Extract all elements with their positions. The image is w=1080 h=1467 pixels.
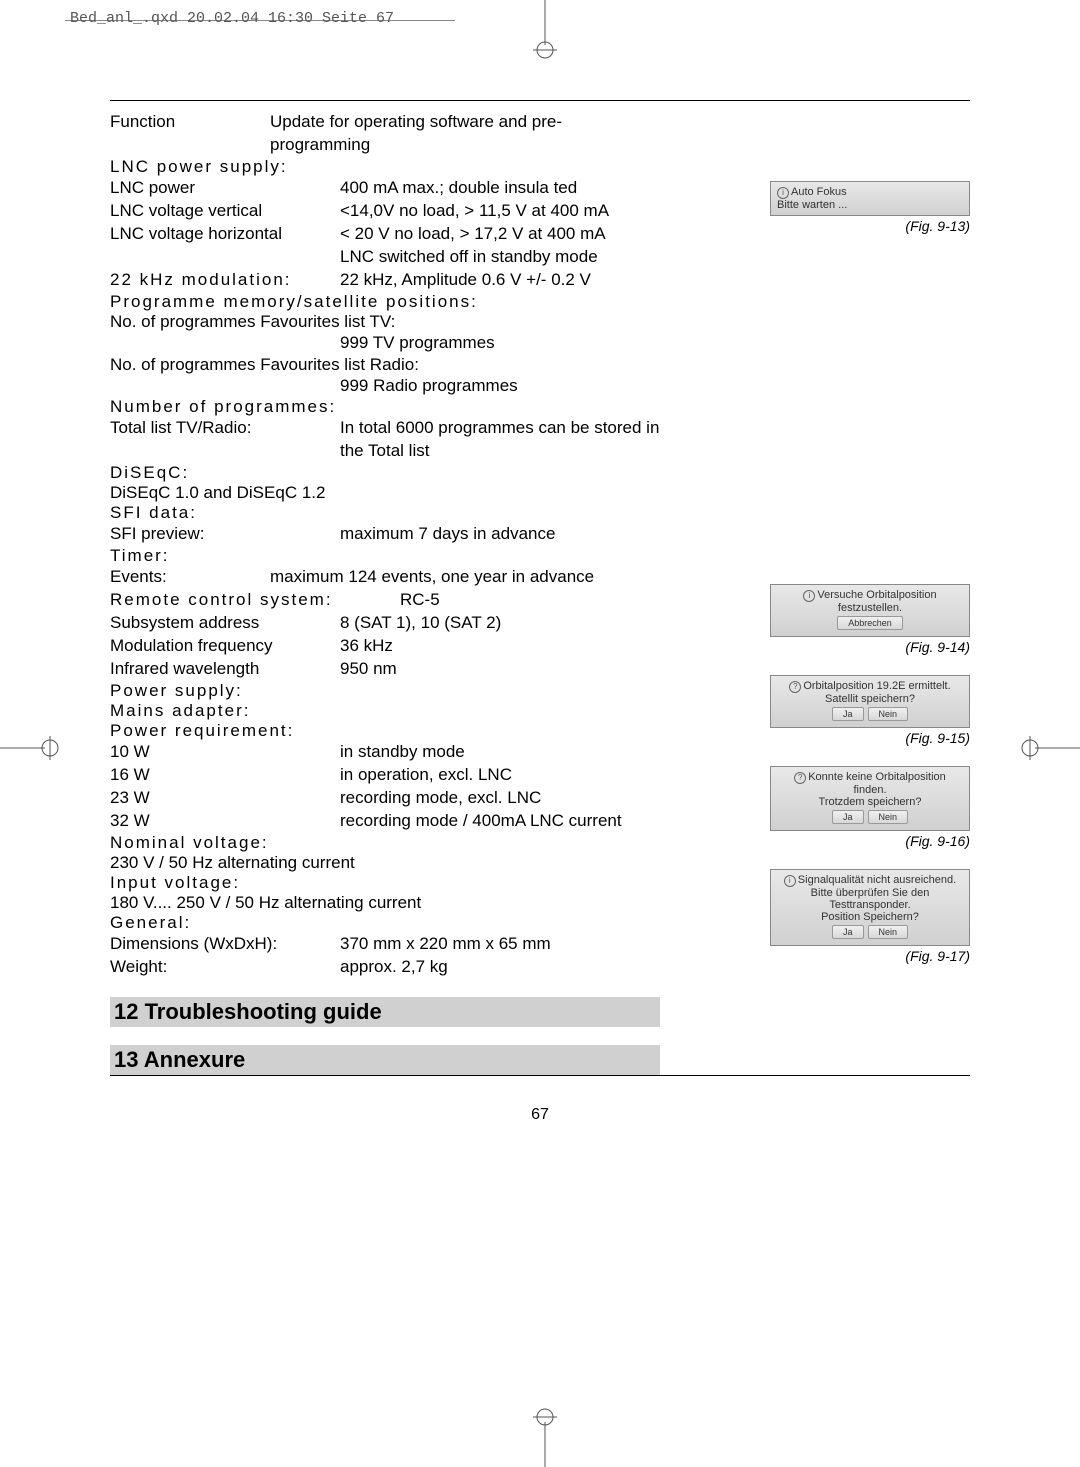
section-mains: Mains adapter:	[110, 701, 660, 721]
section-sfi: SFI data:	[110, 503, 660, 523]
pr4-label: 32 W	[110, 810, 340, 833]
sfi-label: SFI preview:	[110, 523, 340, 546]
crop-mark-right	[1020, 733, 1080, 763]
khz-value: 22 kHz, Amplitude 0.6 V +/- 0.2 V	[340, 269, 660, 292]
pr2-value: in operation, excl. LNC	[340, 764, 660, 787]
pr4-value: recording mode / 400mA LNC current	[340, 810, 660, 833]
heading-annexure: 13 Annexure	[110, 1045, 660, 1075]
lnc-vv-value: <14,0V no load, > 11,5 V at 400 mA	[340, 200, 660, 223]
pr1-value: in standby mode	[340, 741, 660, 764]
section-lnc-power-supply: LNC power supply:	[110, 157, 660, 177]
weight-label: Weight:	[110, 956, 340, 979]
function-value: Update for operating software and pre-pr…	[270, 111, 660, 157]
figure-9-14: iVersuche Orbitalposition festzustellen.…	[720, 584, 970, 655]
page-number: 67	[110, 1076, 970, 1124]
ir-label: Infrared wavelength	[110, 658, 340, 681]
dialog-button: Ja	[832, 707, 864, 721]
crop-mark-left	[0, 733, 60, 763]
function-label: Function	[110, 111, 270, 157]
events-value: maximum 124 events, one year in advance	[270, 566, 660, 589]
print-header: Bed_anl_.qxd 20.02.04 16:30 Seite 67	[70, 10, 394, 27]
events-label: Events:	[110, 566, 270, 589]
dialog-button: Ja	[832, 810, 864, 824]
section-power: Power supply:	[110, 681, 660, 701]
section-remote: Remote control system:	[110, 589, 400, 612]
lnc-power-label: LNC power	[110, 177, 340, 200]
dialog-button: Nein	[868, 810, 909, 824]
crop-mark-top	[530, 0, 560, 60]
section-general: General:	[110, 913, 660, 933]
dim-value: 370 mm x 220 mm x 65 mm	[340, 933, 660, 956]
heading-troubleshooting: 12 Troubleshooting guide	[110, 997, 660, 1027]
pr1-label: 10 W	[110, 741, 340, 764]
info-icon: i	[777, 187, 789, 199]
total-label: Total list TV/Radio:	[110, 417, 340, 463]
lnc-standby: LNC switched off in standby mode	[340, 246, 660, 269]
dialog-button: Nein	[868, 925, 909, 939]
dialog-button: Nein	[868, 707, 909, 721]
lnc-vv-label: LNC voltage vertical	[110, 200, 340, 223]
diseqc-value: DiSEqC 1.0 and DiSEqC 1.2	[110, 483, 660, 503]
prog-tv-value: 999 TV programmes	[340, 332, 660, 355]
dialog-button: Ja	[832, 925, 864, 939]
pr3-value: recording mode, excl. LNC	[340, 787, 660, 810]
pr2-label: 16 W	[110, 764, 340, 787]
dialog-button: Abbrechen	[837, 616, 903, 630]
info-icon: i	[803, 590, 815, 602]
section-prog-mem: Programme memory/satellite positions:	[110, 292, 660, 312]
figure-9-15: ?Orbitalposition 19.2E ermittelt. Satell…	[720, 675, 970, 746]
modfreq-label: Modulation frequency	[110, 635, 340, 658]
lnc-power-value: 400 mA max.; double insula ted	[340, 177, 660, 200]
question-icon: ?	[789, 681, 801, 693]
prog-radio-label: No. of programmes Favourites list Radio:	[110, 355, 660, 375]
figure-9-13: iAuto Fokus Bitte warten ... (Fig. 9-13)	[720, 181, 970, 234]
pr3-label: 23 W	[110, 787, 340, 810]
modfreq-value: 36 kHz	[340, 635, 660, 658]
remote-value: RC-5	[400, 589, 660, 612]
figure-9-17: iSignalqualität nicht ausreichend. Bitte…	[720, 869, 970, 964]
info-icon: i	[784, 875, 796, 887]
khz-label: 22 kHz modulation:	[110, 269, 340, 292]
prog-radio-value: 999 Radio programmes	[340, 375, 660, 398]
crop-mark-bottom	[530, 1407, 560, 1467]
dim-label: Dimensions (WxDxH):	[110, 933, 340, 956]
section-input: Input voltage:	[110, 873, 660, 893]
lnc-vh-value: < 20 V no load, > 17,2 V at 400 mA	[340, 223, 660, 246]
nominal-value: 230 V / 50 Hz alternating current	[110, 853, 660, 873]
subsys-label: Subsystem address	[110, 612, 340, 635]
total-value: In total 6000 programmes can be stored i…	[340, 417, 660, 463]
section-powreq: Power requirement:	[110, 721, 660, 741]
input-value: 180 V.... 250 V / 50 Hz alternating curr…	[110, 893, 660, 913]
section-num-prog: Number of programmes:	[110, 397, 660, 417]
prog-tv-label: No. of programmes Favourites list TV:	[110, 312, 660, 332]
weight-value: approx. 2,7 kg	[340, 956, 660, 979]
spec-column: FunctionUpdate for operating software an…	[110, 111, 660, 1075]
subsys-value: 8 (SAT 1), 10 (SAT 2)	[340, 612, 660, 635]
section-nominal: Nominal voltage:	[110, 833, 660, 853]
section-diseqc: DiSEqC:	[110, 463, 660, 483]
question-icon: ?	[794, 772, 806, 784]
sfi-value: maximum 7 days in advance	[340, 523, 660, 546]
section-timer: Timer:	[110, 546, 660, 566]
lnc-vh-label: LNC voltage horizontal	[110, 223, 340, 246]
ir-value: 950 nm	[340, 658, 660, 681]
top-rule	[110, 100, 970, 101]
figure-column: iAuto Fokus Bitte warten ... (Fig. 9-13)…	[720, 111, 970, 984]
figure-9-16: ?Konnte keine Orbitalposition finden. Tr…	[720, 766, 970, 849]
